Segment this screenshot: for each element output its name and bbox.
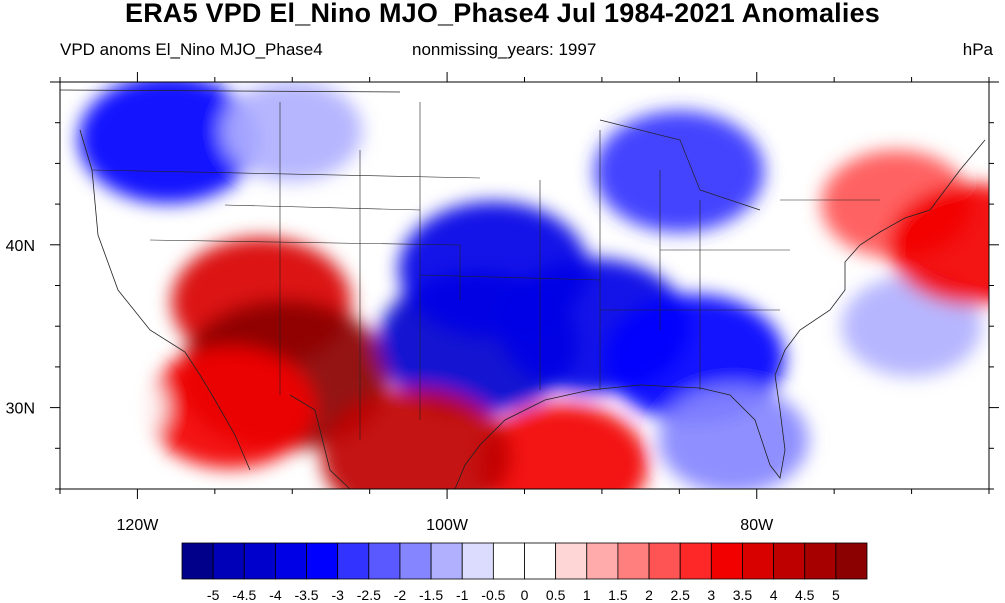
colorbar-swatch <box>586 542 619 580</box>
anomaly-region <box>60 364 167 452</box>
sonora-coast <box>289 394 351 489</box>
colorbar: -5 -4.5 -4 -3.5 -3 -2.5 -2 -1.5 -1 -0.5 0 0.5 1 1.5 2 2… <box>181 542 868 603</box>
colorbar-swatch <box>368 542 401 580</box>
colorbar-label: 1 <box>583 587 591 603</box>
east-gulf-coastline <box>454 139 986 489</box>
map-field <box>60 82 989 489</box>
colorbar-label: -0.5 <box>481 587 505 603</box>
boundaries <box>60 89 986 489</box>
anomaly-region <box>222 82 363 182</box>
colorbar-swatch <box>399 542 432 580</box>
lon-tick-label: 80W <box>740 517 774 534</box>
colorbar-label: 4.5 <box>795 587 815 603</box>
colorbar-label: 0.5 <box>546 587 566 603</box>
colorbar-swatch <box>804 542 837 580</box>
northern-border <box>60 89 761 211</box>
anomaly-region <box>658 386 809 489</box>
lon-tick-label: 100W <box>426 517 469 534</box>
colorbar-label: -4 <box>269 587 282 603</box>
colorbar-swatch <box>275 542 307 580</box>
colorbar-label: 1.5 <box>608 587 628 603</box>
chart-title: ERA5 VPD El_Nino MJO_Phase4 Jul 1984-202… <box>124 0 881 28</box>
colorbar-swatch <box>555 542 588 580</box>
lat-tick-label: 30N <box>6 401 35 418</box>
colorbar-label: 0 <box>521 587 529 603</box>
anomaly-region <box>478 403 649 489</box>
anomaly-region <box>321 388 512 489</box>
anomaly-region <box>888 183 989 306</box>
colorbar-swatch <box>835 542 868 580</box>
subtitle-left: VPD anoms El_Nino MJO_Phase4 <box>60 40 323 59</box>
colorbar-swatch <box>243 542 276 580</box>
colorbar-label: -5 <box>207 587 220 603</box>
colorbar-label: 5 <box>832 587 840 603</box>
lon-tick-label: 120W <box>117 517 160 534</box>
colorbar-label: -3.5 <box>294 587 318 603</box>
colorbar-label: -3 <box>331 587 344 603</box>
colorbar-swatch <box>524 542 557 580</box>
colorbar-label: 4 <box>770 587 778 603</box>
colorbar-swatch <box>617 542 650 580</box>
colorbar-label: 2 <box>645 587 653 603</box>
axis-tick-labels: 120W 100W 80W 40N 30N <box>6 238 774 534</box>
anomaly-field <box>60 82 989 489</box>
colorbar-label: -2.5 <box>357 587 381 603</box>
anomaly-region <box>78 82 259 204</box>
colorbar-label: -1.5 <box>419 587 443 603</box>
colorbar-swatch <box>679 542 712 580</box>
colorbar-swatch <box>337 542 370 580</box>
colorbar-swatch <box>306 542 339 580</box>
colorbar-label: -2 <box>394 587 407 603</box>
state-borders <box>91 102 880 440</box>
colorbar-swatch <box>648 542 681 580</box>
colorbar-label: 2.5 <box>670 587 690 603</box>
units-label: hPa <box>962 40 993 59</box>
colorbar-swatch <box>773 542 806 580</box>
lat-tick-label: 40N <box>6 238 35 255</box>
anomaly-region <box>594 110 765 233</box>
colorbar-swatch <box>181 542 214 580</box>
pacific-coastline <box>79 129 251 471</box>
colorbar-swatch <box>430 542 463 580</box>
colorbar-label: 3.5 <box>733 587 753 603</box>
anomaly-region <box>145 346 316 469</box>
latitude-ticks <box>50 81 999 490</box>
colorbar-label: 3 <box>707 587 715 603</box>
colorbar-swatch <box>492 542 525 580</box>
colorbar-swatch <box>461 542 494 580</box>
colorbar-label: -4.5 <box>232 587 256 603</box>
subtitle-center: nonmissing_years: 1997 <box>412 40 597 59</box>
colorbar-swatch <box>710 542 743 580</box>
colorbar-swatch <box>742 542 774 580</box>
longitude-ticks <box>59 72 990 499</box>
colorbar-swatch <box>212 542 245 580</box>
colorbar-label: -1 <box>456 587 469 603</box>
